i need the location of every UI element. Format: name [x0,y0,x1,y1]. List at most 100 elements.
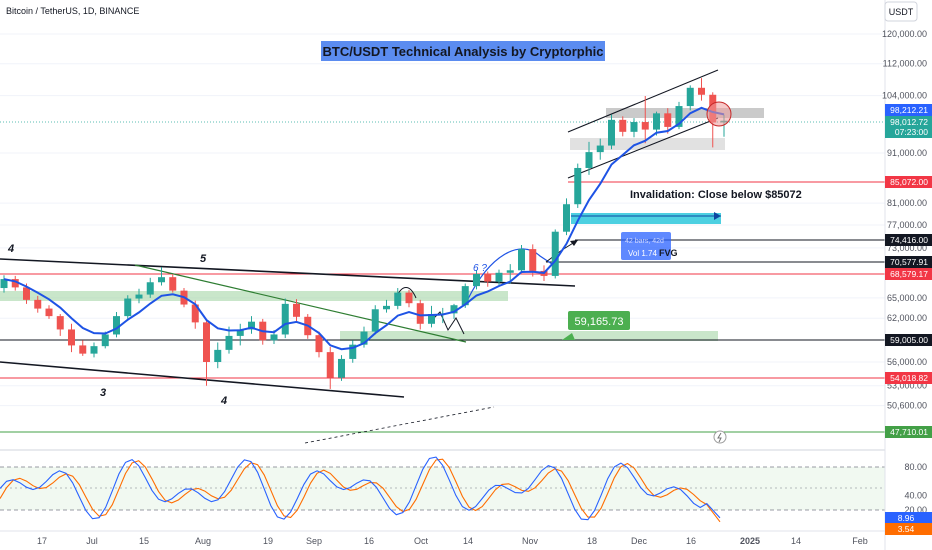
candle-body [56,316,64,330]
candle-body [585,152,593,168]
highlight-circle [706,101,732,127]
price-tag-label: 74,416.00 [890,235,928,245]
time-tick-label: Aug [195,536,211,546]
currency-button-label: USDT [889,7,914,17]
candle-body [641,122,649,130]
time-tick-label: 19 [263,536,273,546]
candle-body [101,334,109,347]
candle-body [281,303,289,335]
candle-body [698,87,705,95]
fvg-box [571,213,721,224]
stoch-tick-label: 80.00 [904,462,927,472]
candle-body [11,279,19,288]
stoch-tick-label: 20.00 [904,505,927,515]
candle-body [23,287,30,300]
rising-channel-top [567,69,719,133]
wave-label-4a: 4 [7,243,14,255]
candle-body [203,322,210,362]
candle-body [124,298,132,317]
wave-label-3: 3 [100,387,106,399]
stoch-tag [885,523,932,535]
candle-body [518,249,525,271]
price-tick-label: 50,600.00 [887,401,927,411]
stoch-tag-label: 3.54 [898,524,915,534]
stoch-tag-label: 8.96 [898,513,915,523]
price-tick-label: 53,000.00 [887,381,927,391]
label-59k-pointer [562,333,575,340]
stoch-band [0,467,885,510]
label-59k: 59,165.73 [575,316,624,328]
price-tag-label: 70,577.91 [890,257,928,267]
candle-body [371,309,379,332]
currency-button[interactable] [884,1,918,22]
price-tag-label: 59,005.00 [890,335,928,345]
price-tick-label: 104,000.00 [882,91,927,101]
candle-body [135,294,143,299]
time-tick-label: 2025 [740,536,760,546]
wave-label-6: 6 ? [473,263,487,274]
price-tag-label: 98,212.21 [890,105,928,115]
wave-label-5: 5 [200,253,207,265]
label-59k-box [568,311,630,330]
time-tick-label: 15 [139,536,149,546]
candle-body [315,335,323,353]
invalidation-note: Invalidation: Close below $85072 [630,189,802,201]
candle-body [428,314,435,324]
candle-body [529,249,537,271]
candle-body [394,292,402,306]
candle-body [596,145,604,153]
time-tick-label: Sep [306,536,322,546]
candle-body [45,308,53,317]
stoch-d-line [0,458,721,523]
price-tag-label: 98,012.72 [890,117,928,127]
candle-body [450,305,458,314]
time-tick-label: 18 [587,536,597,546]
title-box [321,41,605,61]
stoch-tags: 8.963.54 [885,512,932,535]
candle-body [360,331,368,345]
time-tick-label: Oct [414,536,429,546]
price-tag [885,176,932,188]
candle-body [0,279,8,289]
price-tag [885,334,932,346]
candle-body [270,334,278,341]
stoch-tick-label: 40.00 [904,491,927,501]
candle-body [563,204,570,232]
candle-body [158,277,165,283]
candle-body [293,303,300,317]
descending-channel-bottom [0,361,405,398]
fvg-label: FVG [659,248,678,258]
price-tag-label: 07:23:00 [895,127,928,137]
candle-body [416,303,424,324]
price-tag-label: 85,072.00 [890,177,928,187]
candle-body [405,292,413,304]
price-tick-label: 120,000.00 [882,29,927,39]
candle-body [113,316,120,335]
time-tick-label: Dec [631,536,648,546]
price-tick-label: 77,000.00 [887,220,927,230]
time-tick-label: Nov [522,536,539,546]
measure-bars: 42 bars, 42d [625,238,664,245]
time-axis-ticks[interactable]: 17 Jul 15 Aug 19 Sep 16 Oct 14 Nov 18 Dec 16 2025 14 Fe… [37,536,868,546]
candle-body [495,272,503,282]
alert-clock-icon[interactable] [713,430,727,444]
price-tick-label: 73,000.00 [887,243,927,253]
candle-body [383,305,390,310]
price-tag [885,234,932,246]
time-tick-label: 16 [686,536,696,546]
price-tag [885,426,932,438]
ema-line [3,106,725,351]
candle-body [506,270,514,273]
fvg-arrow-head [714,212,721,220]
support-zone-upper [0,291,508,301]
chart-title: BTC/USDT Technical Analysis by Cryptorph… [323,44,604,59]
price-tag [885,256,932,268]
symbol-label[interactable]: Bitcoin / TetherUS, 1D, BINANCE [6,6,139,16]
green-trendline [134,264,467,343]
price-tag [885,372,932,384]
resistance-zone [606,108,764,118]
breakout-arrow-head [570,240,578,246]
